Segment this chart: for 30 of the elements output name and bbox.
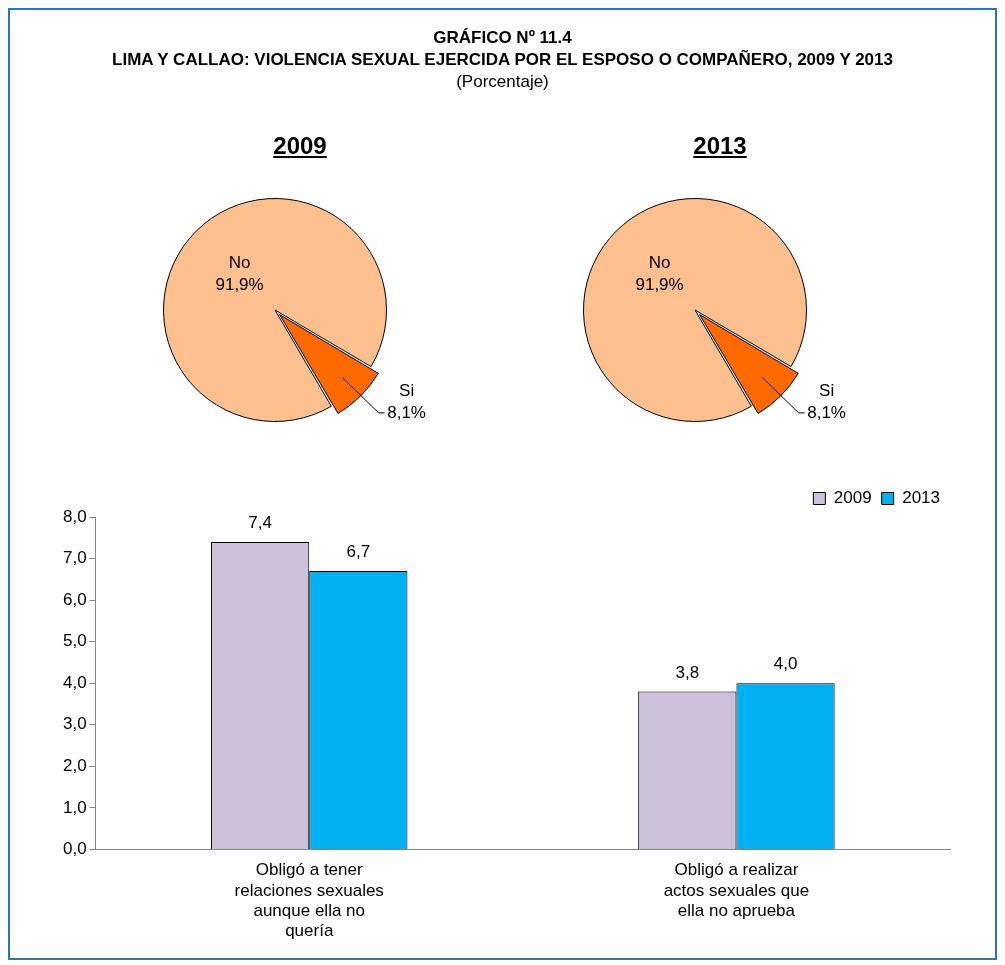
y-tick-label: 2,0 bbox=[62, 755, 87, 775]
data-label: 6,7 bbox=[346, 542, 371, 562]
legend-label: 2013 bbox=[902, 488, 941, 508]
y-tick-label: 0,0 bbox=[62, 839, 87, 859]
y-tick-label: 5,0 bbox=[62, 631, 87, 651]
data-label: 91,9% bbox=[635, 275, 684, 295]
chart-title: 2009 bbox=[272, 132, 328, 160]
data-label: 4,0 bbox=[773, 654, 798, 674]
y-tick-label: 8,0 bbox=[62, 506, 87, 526]
data-label: 91,9% bbox=[215, 275, 264, 295]
y-tick-label: 6,0 bbox=[62, 589, 87, 609]
data-label: 8,1% bbox=[387, 402, 426, 422]
text: GRÁFICO Nº 11.4 bbox=[432, 28, 573, 48]
chart-title: 2013 bbox=[692, 132, 748, 160]
slice-label: No bbox=[228, 253, 251, 273]
x-tick-label: Obligó a realizar actos sexuales que ella no aprueba bbox=[663, 860, 810, 921]
y-tick-label: 7,0 bbox=[62, 548, 87, 568]
slice-label: Si bbox=[399, 380, 415, 400]
x-tick-label: Obligó a tener relaciones sexuales aunque ella no quería bbox=[234, 860, 384, 941]
y-tick-label: 3,0 bbox=[62, 714, 87, 734]
data-label: 8,1% bbox=[807, 402, 846, 422]
text: (Porcentaje) bbox=[455, 72, 550, 92]
slice-label: No bbox=[648, 253, 671, 273]
slice-label: Si bbox=[819, 380, 835, 400]
legend-label: 2009 bbox=[833, 488, 872, 508]
text: LIMA Y CALLAO: VIOLENCIA SEXUAL EJERCIDA POR EL ESPOSO O COMPAÑERO, 2009 Y 2013 bbox=[111, 50, 894, 70]
data-label: 3,8 bbox=[675, 662, 700, 682]
y-tick-label: 1,0 bbox=[62, 797, 87, 817]
data-label: 7,4 bbox=[248, 513, 272, 533]
y-tick-label: 4,0 bbox=[62, 672, 87, 692]
